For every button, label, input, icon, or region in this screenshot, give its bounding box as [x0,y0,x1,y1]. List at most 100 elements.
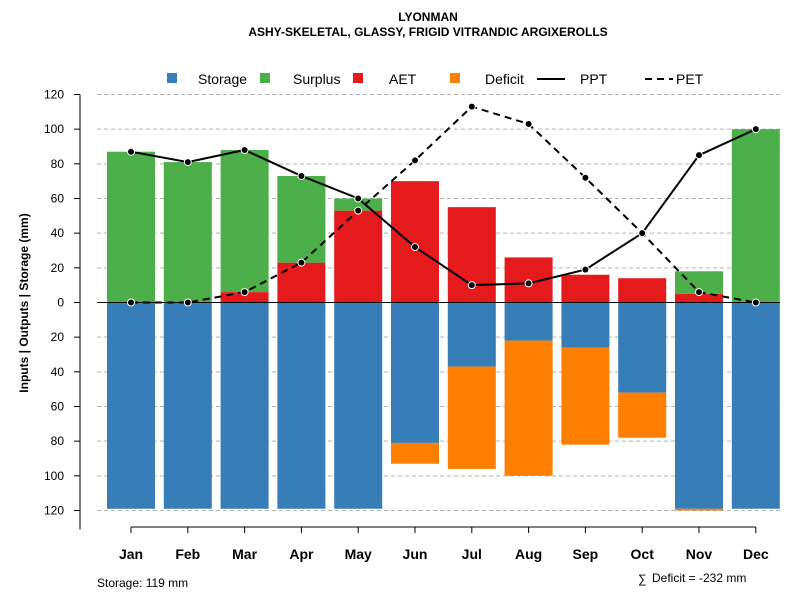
point-ppt-aug [524,279,533,288]
point-ppt-jan [127,147,135,156]
y-tick-label: 80 [51,434,65,448]
bar-aet-sep [561,274,610,303]
legend-label-storage: Storage [198,71,247,87]
bar-storage-may [334,302,383,509]
legend-item-pet: PET [645,71,704,87]
bar-surplus-dec [731,129,780,303]
x-tick-label-sep: Sep [573,546,599,562]
legend: Storage Surplus AET Deficit PPT PET [167,71,704,87]
point-pet-may [354,206,363,215]
point-pet-sep [581,173,590,182]
deficit-sum-symbol: ∑ [638,572,647,586]
line-pet [131,105,756,304]
bar-surplus-apr [277,175,326,263]
bar-aet-oct [618,278,667,303]
bar-storage-feb [163,302,212,509]
point-ppt-jul [467,281,476,290]
y-tick-label: 0 [57,296,64,310]
y-tick-label: 60 [51,400,65,414]
legend-label-surplus: Surplus [293,71,340,87]
y-tick-label: 60 [51,192,65,206]
x-tick-label-jan: Jan [119,546,143,562]
point-ppt-nov [695,151,703,160]
bar-deficit-aug [504,340,553,476]
legend-swatch-surplus [260,73,270,83]
bars [107,129,780,511]
chart-subtitle: ASHY-SKELETAL, GLASSY, FRIGID VITRANDIC … [248,25,607,39]
point-pet-apr [297,258,306,267]
x-tick-label-dec: Dec [743,546,769,562]
point-ppt-jun [411,243,419,252]
point-pet-nov [695,288,703,297]
bar-aet-nov [675,293,723,303]
legend-label-ppt: PPT [580,71,608,87]
y-tick-label: 120 [44,88,64,102]
x-tick-label-aug: Aug [515,546,542,562]
bar-storage-apr [277,302,326,509]
point-pet-jun [411,156,419,165]
legend-swatch-storage [167,73,177,83]
y-tick-label: 20 [51,261,65,275]
bar-surplus-feb [163,162,212,303]
legend-label-aet: AET [389,71,417,87]
axes: 120 100 80 60 40 20 0 20 40 60 80 100 120 Jan Feb Mar Ap… [44,88,769,563]
bar-deficit-oct [618,392,667,438]
chart-title: LYONMAN [398,10,458,24]
bar-storage-jan [107,302,155,509]
legend-item-ppt: PPT [537,71,608,87]
point-pet-oct [638,229,647,238]
bar-storage-dec [731,302,780,509]
x-tick-label-nov: Nov [686,546,713,562]
x-tick-label-may: May [345,546,372,562]
point-pet-jan [127,298,135,307]
point-ppt-sep [581,265,590,274]
point-pet-feb [183,298,192,307]
y-tick-label: 100 [44,469,64,483]
legend-swatch-deficit [450,73,460,83]
bar-surplus-nov [675,271,723,294]
point-pet-aug [524,119,533,128]
x-tick-label-apr: Apr [289,546,314,562]
legend-item-deficit: Deficit [450,71,524,87]
y-tick-label: 120 [44,504,64,518]
bar-deficit-jun [391,442,439,464]
legend-item-storage: Storage [167,71,247,87]
bar-deficit-nov [675,508,723,511]
bar-storage-oct [618,302,667,393]
bar-deficit-sep [561,347,610,445]
bar-storage-mar [220,302,269,509]
deficit-note: Deficit = -232 mm [652,571,746,585]
y-axis-label: Inputs | Outputs | Storage (mm) [17,213,31,392]
bar-surplus-mar [220,149,269,293]
point-ppt-mar [240,145,249,154]
bar-surplus-jan [107,151,155,303]
bar-storage-nov [675,302,723,509]
legend-item-surplus: Surplus [260,71,340,87]
legend-label-pet: PET [676,71,704,87]
bar-aet-apr [277,262,326,303]
bar-storage-jul [447,302,496,367]
point-pet-dec [751,298,760,307]
lines [127,102,760,307]
point-ppt-may [354,194,363,203]
x-tick-label-feb: Feb [175,546,200,562]
x-tick-label-oct: Oct [631,546,655,562]
y-tick-label: 20 [51,330,65,344]
point-ppt-feb [183,158,192,167]
storage-note: Storage: 119 mm [97,576,188,590]
bar-aet-mar [220,292,269,303]
x-tick-label-jun: Jun [403,546,428,562]
bar-storage-jun [391,302,439,443]
bar-aet-jun [391,181,439,303]
bar-aet-may [334,210,383,303]
legend-item-aet: AET [353,71,417,87]
bar-storage-sep [561,302,610,348]
y-tick-label: 100 [44,122,64,136]
point-pet-mar [240,288,249,297]
point-ppt-dec [751,125,760,134]
y-tick-label: 80 [51,157,65,171]
bar-deficit-jul [447,366,496,469]
point-pet-jul [467,102,476,111]
x-tick-label-jul: Jul [462,546,482,562]
